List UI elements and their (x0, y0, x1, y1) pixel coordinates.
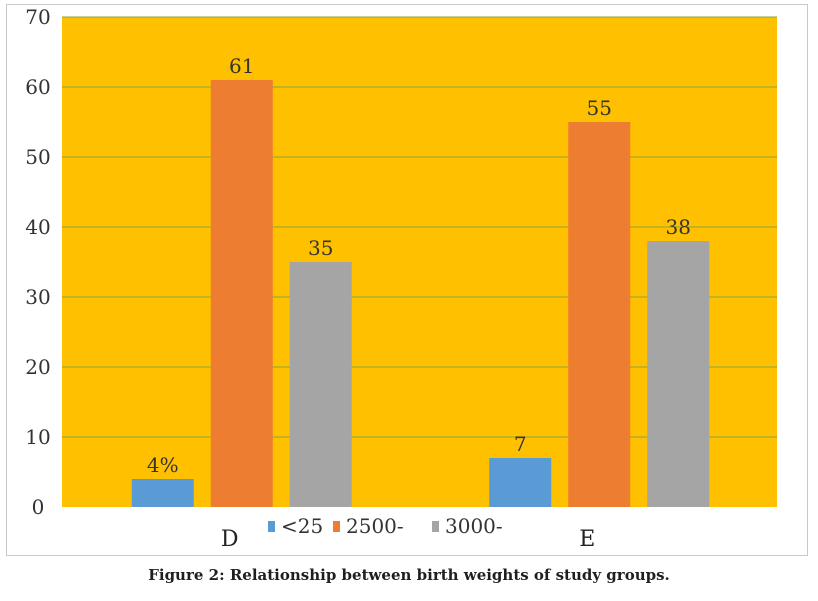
y-tick-label: 30 (25, 285, 50, 309)
y-tick-label: 50 (25, 145, 50, 169)
bar (568, 122, 631, 507)
legend-label: <25 (281, 514, 323, 538)
category-label: E (579, 527, 595, 552)
legend-swatch (333, 521, 340, 532)
y-tick-label: 70 (25, 5, 50, 29)
y-tick-label: 20 (25, 355, 50, 379)
y-tick-label: 0 (32, 495, 45, 519)
data-label: 61 (229, 54, 254, 78)
bar (210, 80, 273, 507)
y-tick-label: 40 (25, 215, 50, 239)
figure-caption: Figure 2: Relationship between birth wei… (148, 566, 670, 584)
legend-label: 3000- (445, 514, 503, 538)
bar (131, 479, 194, 507)
category-label: D (221, 527, 239, 552)
y-tick-label: 60 (25, 75, 50, 99)
data-label: 35 (308, 236, 333, 260)
bar-chart: 0 10 20 30 40 50 60 70 4% 61 35 D 7 55 38 E <25 2500- 3000… (25, 5, 777, 552)
y-tick-label: 10 (25, 425, 50, 449)
data-label: 4% (147, 453, 179, 477)
legend-label: 2500- (346, 514, 404, 538)
data-label: 38 (666, 215, 691, 239)
bar (647, 241, 710, 507)
legend-swatch (268, 521, 275, 532)
bar (489, 458, 552, 507)
bar (289, 262, 352, 507)
legend-swatch (432, 521, 439, 532)
data-label: 55 (587, 96, 612, 120)
data-label: 7 (514, 432, 527, 456)
